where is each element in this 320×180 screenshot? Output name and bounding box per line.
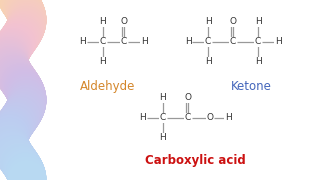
Text: H: H [225,114,231,123]
Text: O: O [206,114,213,123]
Text: H: H [160,134,166,143]
Text: H: H [255,17,261,26]
Text: H: H [140,37,148,46]
Text: Ketone: Ketone [231,80,271,93]
Text: H: H [100,17,106,26]
Text: H: H [275,37,281,46]
Text: O: O [185,93,191,102]
Text: H: H [160,93,166,102]
Text: O: O [229,17,236,26]
Text: H: H [100,57,106,66]
Text: C: C [160,114,166,123]
Text: C: C [100,37,106,46]
Text: C: C [255,37,261,46]
Text: H: H [204,57,212,66]
Text: H: H [140,114,146,123]
Text: H: H [204,17,212,26]
Text: H: H [255,57,261,66]
Text: O: O [121,17,127,26]
Text: Aldehyde: Aldehyde [80,80,136,93]
Text: H: H [80,37,86,46]
Text: H: H [185,37,191,46]
Text: C: C [185,114,191,123]
Text: C: C [230,37,236,46]
Text: Carboxylic acid: Carboxylic acid [145,154,246,167]
Text: C: C [205,37,211,46]
Text: C: C [121,37,127,46]
